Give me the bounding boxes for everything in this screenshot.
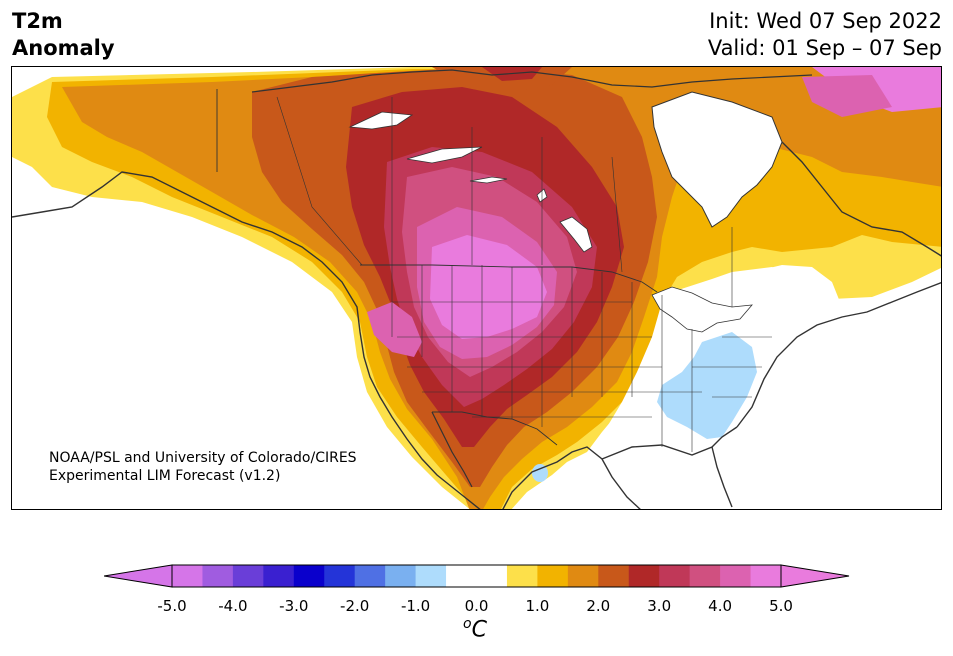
forecast-dates: Init: Wed 07 Sep 2022 Valid: 01 Sep – 07… <box>708 8 942 62</box>
colorbar-tick-label: -3.0 <box>279 597 309 615</box>
colorbar-cell <box>506 565 538 587</box>
colorbar-cell <box>202 565 234 587</box>
colorbar-tick-label: 5.0 <box>769 597 793 615</box>
colorbar-cell <box>628 565 660 587</box>
colorbar-tick-label: 0.0 <box>464 597 489 615</box>
cold-anomaly-southeast <box>657 332 757 439</box>
colorbar-cell <box>232 565 264 587</box>
colorbar-tick-label: 4.0 <box>708 597 733 615</box>
lake-athabasca <box>469 176 508 184</box>
colorbar-tick-label: -1.0 <box>400 597 431 615</box>
colorbar <box>104 564 850 588</box>
border-us-mexico <box>432 411 558 446</box>
coastline-east <box>736 282 941 428</box>
coastline-arctic <box>251 69 813 93</box>
data-credit: NOAA/PSL and University of Colorado/CIRE… <box>49 449 357 485</box>
colorbar-cell <box>385 565 417 587</box>
state-lines <box>391 265 772 452</box>
anomaly-band-southwest <box>367 302 422 357</box>
coastline-florida <box>711 446 733 508</box>
colorbar-unit: oC <box>463 616 487 642</box>
neutral-region-gulf <box>533 407 941 509</box>
title-line-variable: T2m <box>12 9 63 33</box>
colorbar-cell <box>324 565 356 587</box>
coastline-gulf <box>601 426 738 460</box>
lake-great-bear <box>348 111 414 130</box>
colorbar-cell <box>446 565 477 587</box>
title-line-anomaly: Anomaly <box>12 36 115 60</box>
colorbar-cell <box>476 565 508 587</box>
colorbar-tick-label: 3.0 <box>647 597 672 615</box>
lake-winnipeg <box>559 216 593 253</box>
colorbar-tick-label: 2.0 <box>586 597 611 615</box>
colorbar-cells <box>172 565 782 587</box>
credit-line-model: Experimental LIM Forecast (v1.2) <box>49 468 281 484</box>
anomaly-map <box>11 66 942 510</box>
coastline-labrador <box>781 141 941 257</box>
colorbar-tick-label: 1.0 <box>525 597 550 615</box>
coastline-west <box>12 171 481 509</box>
unit-letter: C <box>471 617 487 643</box>
cold-anomaly-mexico <box>532 464 548 482</box>
map-title: T2m Anomaly <box>12 8 115 62</box>
colorbar-cell <box>415 565 447 587</box>
colorbar-cell <box>659 565 691 587</box>
colorbar-tick-label: -5.0 <box>157 597 187 615</box>
colorbar-cell <box>172 565 203 587</box>
colorbar-tick-label: -4.0 <box>218 597 248 615</box>
init-date: Init: Wed 07 Sep 2022 <box>709 9 942 33</box>
colorbar-cell <box>598 565 630 587</box>
colorbar-cell <box>263 565 295 587</box>
credit-line-institution: NOAA/PSL and University of Colorado/CIRE… <box>49 450 357 466</box>
colorbar-cell <box>750 565 782 587</box>
coastline-mexico <box>502 446 641 509</box>
colorbar-tick-label: -2.0 <box>340 597 370 615</box>
colorbar-high-arrow <box>780 564 850 588</box>
colorbar-cell <box>567 565 599 587</box>
colorbar-cell <box>537 565 569 587</box>
valid-range: Valid: 01 Sep – 07 Sep <box>707 36 942 60</box>
colorbar-cell <box>720 565 752 587</box>
colorbar-cell <box>293 565 325 587</box>
province-lines <box>276 96 733 307</box>
great-lakes <box>651 286 753 333</box>
anomaly-band-4-5 <box>430 235 547 339</box>
colorbar-cell <box>354 565 386 587</box>
colorbar-cell <box>689 565 721 587</box>
hudson-bay <box>651 91 783 228</box>
colorbar-tick-labels: -5.0 -4.0 -3.0 -2.0 -1.0 0.0 1.0 2.0 3.0 4.0 5.0 <box>0 597 953 617</box>
coastline-baja <box>431 411 473 488</box>
anomaly-band-northeast-2 <box>802 75 892 117</box>
unit-degree-symbol: o <box>463 616 472 632</box>
map-canvas <box>12 67 941 509</box>
colorbar-low-arrow <box>104 564 173 588</box>
neutral-region-west <box>12 192 455 509</box>
